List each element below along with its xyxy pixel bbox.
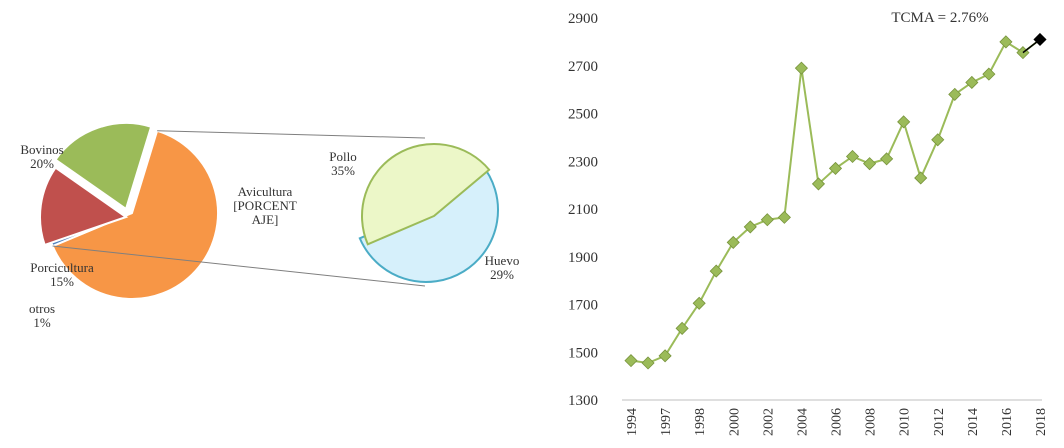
data-point-3 bbox=[675, 321, 689, 335]
data-point-22 bbox=[999, 35, 1013, 49]
x-tick-label-2014: 2014 bbox=[966, 408, 981, 436]
data-point-14 bbox=[863, 157, 877, 171]
series-line bbox=[630, 38, 1041, 365]
data-point-13 bbox=[845, 149, 860, 164]
pie-slice-avicultura bbox=[51, 129, 219, 300]
line-chart: TCMA = 2.76% 1300 1500 1700 1900 2100 2300 250… bbox=[568, 10, 1049, 436]
y-tick-label-1300: 1300 bbox=[568, 393, 598, 409]
data-point-0 bbox=[624, 354, 638, 368]
data-point-1 bbox=[641, 356, 655, 370]
pie-label-bovinos-line-1: 20% bbox=[30, 156, 54, 171]
pie-label-bovinos-line-0: Bovinos bbox=[20, 142, 63, 157]
x-tick-label-2018: 2018 bbox=[1034, 408, 1049, 436]
pie-label-porcicultura-line-1: 15% bbox=[50, 274, 74, 289]
breakout-label-pollo-line-1: 35% bbox=[331, 163, 355, 178]
x-tick-label-2002: 2002 bbox=[761, 408, 776, 436]
x-tick-label-1998: 1998 bbox=[693, 408, 708, 436]
pie-label-otros-line-0: otros bbox=[29, 301, 55, 316]
connector-line-bottom bbox=[52, 245, 426, 287]
x-tick-label-2016: 2016 bbox=[1000, 408, 1015, 436]
pie-slice-porcicultura bbox=[39, 166, 129, 247]
data-point-12 bbox=[828, 161, 843, 175]
pie-label-porcicultura-line-0: Porcicultura bbox=[30, 260, 94, 275]
y-tick-label-2700: 2700 bbox=[568, 59, 598, 75]
y-tick-label-1500: 1500 bbox=[568, 345, 598, 361]
data-point-17 bbox=[914, 171, 928, 185]
y-tick-label-2500: 2500 bbox=[568, 107, 598, 123]
y-tick-label-2300: 2300 bbox=[568, 154, 598, 170]
x-tick-label-2012: 2012 bbox=[932, 408, 947, 436]
data-point-9 bbox=[777, 210, 791, 224]
x-tick-label-2006: 2006 bbox=[830, 408, 845, 436]
pie-label-avicultura-line-1: [PORCENT bbox=[233, 198, 297, 213]
pie-label-avicultura-line-0: Avicultura bbox=[238, 184, 293, 199]
pie-label-avicultura-line-2: AJE] bbox=[252, 212, 279, 227]
data-point-7 bbox=[743, 220, 757, 234]
data-point-15 bbox=[880, 152, 894, 166]
x-tick-label-2008: 2008 bbox=[864, 408, 879, 436]
pie-slice-bovinos bbox=[54, 122, 153, 211]
data-point-2 bbox=[658, 349, 672, 363]
x-tick-label-2004: 2004 bbox=[795, 408, 810, 436]
breakout-label-huevo-line-0: Huevo bbox=[485, 253, 520, 268]
y-tick-label-2900: 2900 bbox=[568, 11, 598, 27]
y-tick-label-1900: 1900 bbox=[568, 250, 598, 266]
breakout-label-huevo-line-1: 29% bbox=[490, 267, 514, 282]
data-point-21 bbox=[982, 67, 996, 81]
x-tick-label-1997: 1997 bbox=[659, 408, 674, 436]
data-point-6 bbox=[726, 235, 740, 249]
data-point-4 bbox=[692, 296, 706, 310]
y-tick-label-2100: 2100 bbox=[568, 202, 598, 218]
data-point-8 bbox=[760, 213, 774, 227]
breakout-label-pollo-line-0: Pollo bbox=[329, 149, 356, 164]
projection-segment bbox=[1022, 38, 1041, 54]
breakout-slice-pollo bbox=[358, 162, 499, 283]
data-point-11 bbox=[811, 177, 826, 191]
data-point-19 bbox=[948, 87, 962, 101]
data-point-10 bbox=[794, 61, 808, 75]
data-point-16 bbox=[897, 115, 911, 129]
data-point-18 bbox=[931, 133, 945, 147]
connector-line-top bbox=[157, 130, 426, 139]
pie-label-otros-line-1: 1% bbox=[33, 315, 51, 330]
x-tick-label-1994: 1994 bbox=[625, 408, 640, 436]
x-tick-label-2010: 2010 bbox=[898, 408, 913, 436]
y-tick-label-1700: 1700 bbox=[568, 298, 598, 314]
tcma-annotation: TCMA = 2.76% bbox=[891, 10, 988, 26]
x-tick-label-2000: 2000 bbox=[727, 408, 742, 436]
data-point-20 bbox=[965, 75, 979, 90]
data-point-5 bbox=[709, 264, 723, 278]
breakout-slice-huevo bbox=[361, 143, 491, 246]
